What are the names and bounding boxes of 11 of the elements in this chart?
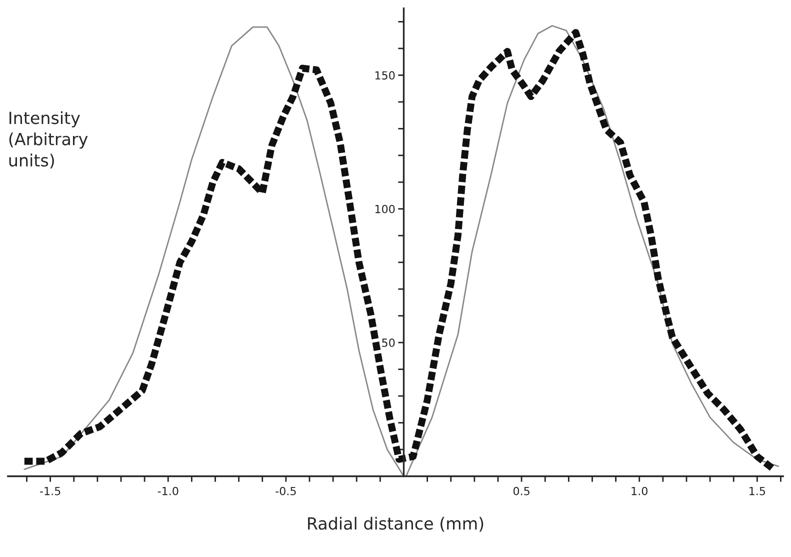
x-tick-label: 0.5 <box>513 486 530 496</box>
x-tick-label: -0.5 <box>276 486 296 496</box>
x-tick-label: 1.0 <box>632 486 648 496</box>
y-tick-label: 50 <box>382 338 395 347</box>
x-tick-label: 1.5 <box>750 486 766 496</box>
y-tick-label: 100 <box>375 204 395 214</box>
y-axis-title: Intensity (Arbitrary units) <box>9 111 88 169</box>
x-axis-title: Radial distance (mm) <box>308 516 484 532</box>
y-tick-label: 150 <box>375 71 395 80</box>
x-tick-label: -1.5 <box>40 486 60 496</box>
x-tick-label: -1.0 <box>158 486 178 496</box>
